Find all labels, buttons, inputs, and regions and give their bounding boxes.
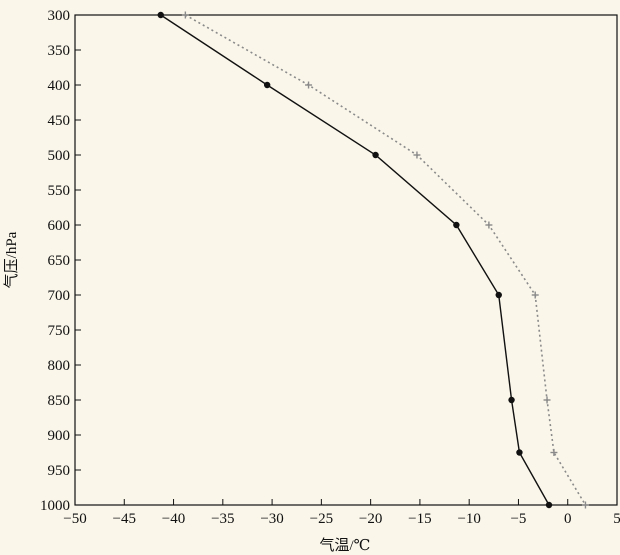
y-tick-label: 300 (48, 8, 71, 24)
plot-border (74, 14, 618, 506)
data-point (550, 449, 558, 456)
series-line-2 (184, 14, 587, 506)
y-tick-label: 650 (48, 253, 71, 269)
data-point (157, 11, 164, 19)
data-point (543, 396, 551, 404)
y-tick-label: 350 (48, 43, 71, 59)
x-tick-label: −35 (211, 511, 234, 527)
x-axis-title: 气温/℃ (320, 537, 371, 554)
x-tick-label: −45 (113, 511, 136, 527)
x-tick-label: −15 (408, 511, 431, 527)
y-tick-label: 950 (48, 463, 71, 479)
x-tick-label: −25 (310, 511, 333, 527)
y-tick-label: 750 (48, 323, 71, 339)
data-point (508, 396, 515, 404)
y-tick-label: 500 (48, 148, 71, 164)
data-point (545, 501, 553, 509)
x-axis: −50 −45 −40 −35 −30 −25 −20 −15 −10 −5 0 5 (63, 499, 620, 527)
data-point (413, 151, 421, 159)
data-point (581, 501, 589, 509)
x-tick-label: −40 (162, 511, 185, 527)
y-tick-label: 900 (48, 428, 71, 444)
data-point (495, 291, 502, 299)
x-tick-label: −5 (510, 511, 526, 527)
y-tick-label: 1000 (40, 498, 70, 514)
plot-frame (74, 14, 618, 506)
x-tick-label: 0 (564, 511, 572, 527)
series-line-1 (160, 14, 550, 506)
data-point (181, 11, 189, 19)
x-tick-label: −50 (63, 511, 86, 527)
data-point (516, 449, 523, 456)
y-axis: 300 350 400 450 500 550 600 650 700 750 800 850 900 9… (40, 8, 81, 514)
data-point (485, 221, 493, 229)
y-tick-label: 850 (48, 393, 71, 409)
y-tick-label: 800 (48, 358, 71, 374)
y-tick-label: 450 (48, 113, 71, 129)
series-layer (157, 11, 589, 509)
y-axis-title: 气压/hPa (3, 231, 20, 288)
y-tick-label: 400 (48, 78, 71, 94)
data-point (372, 151, 379, 159)
x-tick-label: −30 (260, 511, 283, 527)
y-tick-label: 550 (48, 183, 71, 199)
y-tick-label: 700 (48, 288, 71, 304)
data-point (453, 221, 460, 229)
y-tick-label: 600 (48, 218, 71, 234)
data-point (531, 291, 539, 299)
data-point (305, 81, 313, 89)
x-tick-label: 5 (613, 511, 620, 527)
x-tick-label: −20 (359, 511, 382, 527)
x-tick-label: −10 (457, 511, 480, 527)
data-point (263, 81, 271, 89)
